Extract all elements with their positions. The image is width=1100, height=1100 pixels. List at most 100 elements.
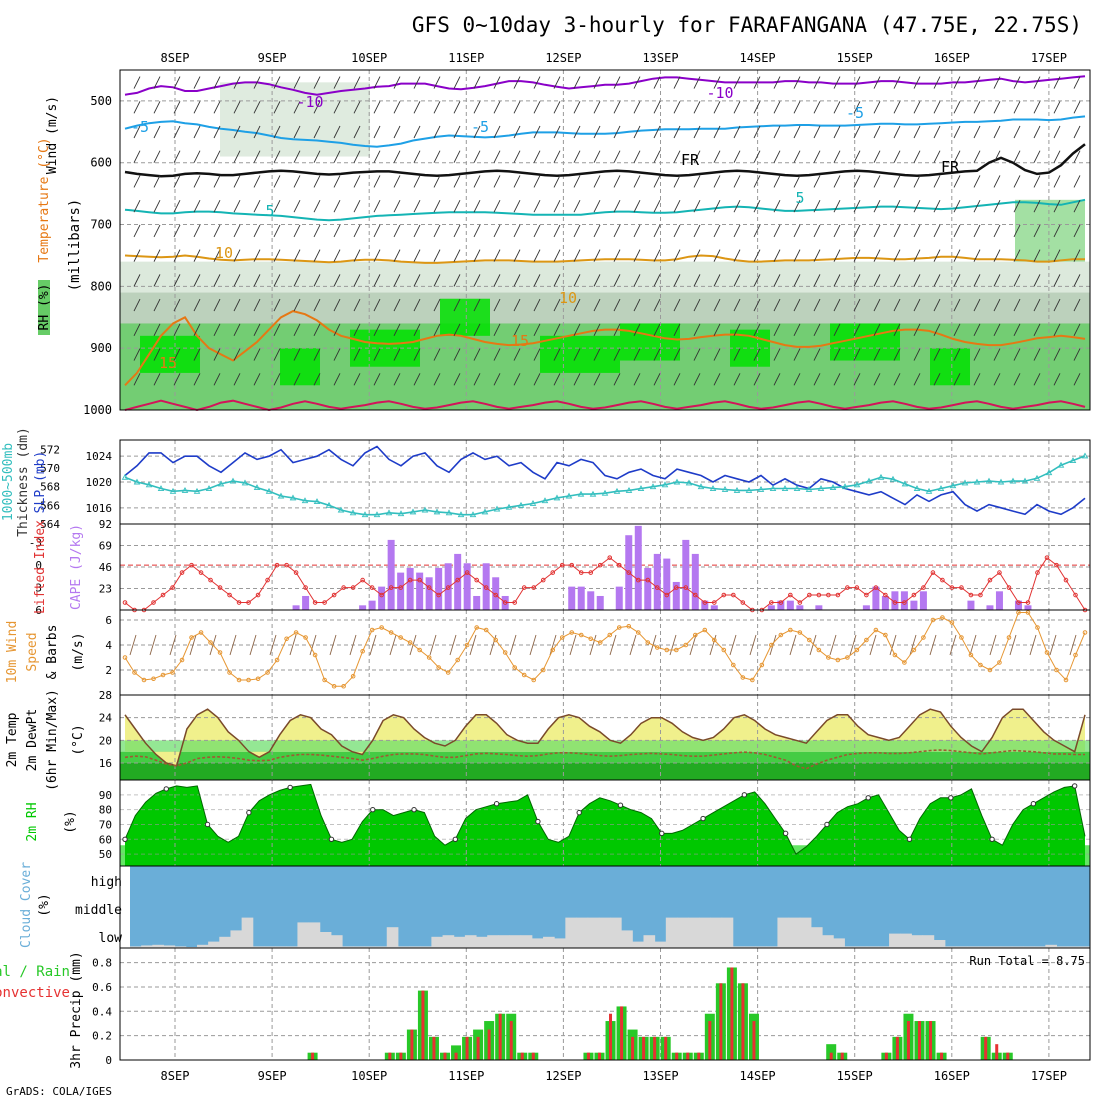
wind-barb bbox=[733, 125, 741, 139]
rh2m-unit: (%) bbox=[63, 810, 78, 833]
wind-marker bbox=[303, 635, 308, 640]
wind-barb bbox=[593, 125, 601, 139]
li-marker bbox=[778, 600, 784, 605]
wind-barb bbox=[813, 224, 821, 238]
wind-barb bbox=[933, 249, 941, 262]
rh2m-marker bbox=[865, 795, 871, 801]
wind-barb bbox=[1073, 175, 1081, 188]
wind-barb bbox=[373, 199, 381, 213]
li-marker bbox=[645, 577, 651, 583]
li-marker bbox=[997, 570, 1002, 575]
low-cloud-bar bbox=[330, 935, 343, 948]
wind-barb bbox=[673, 175, 681, 188]
precip-convective-bar bbox=[620, 1006, 624, 1060]
wind-barb bbox=[173, 76, 181, 89]
wind-marker bbox=[883, 632, 888, 638]
wind-barb bbox=[453, 298, 461, 312]
precip-convective-bar bbox=[476, 1036, 480, 1060]
li-marker bbox=[921, 585, 926, 590]
wind-barb bbox=[513, 373, 521, 386]
li-marker bbox=[474, 577, 479, 583]
thickness-marker bbox=[913, 485, 921, 491]
li-marker bbox=[455, 577, 460, 583]
li-marker bbox=[940, 577, 945, 583]
thickness-marker bbox=[733, 486, 741, 493]
wind-barb bbox=[813, 199, 821, 213]
li-marker bbox=[246, 600, 251, 605]
li-marker bbox=[179, 570, 185, 575]
wind-label-2: Speed bbox=[25, 632, 40, 671]
wind-barb bbox=[993, 249, 1001, 262]
wind-barb bbox=[853, 274, 861, 287]
wind-barb bbox=[433, 224, 441, 238]
low-cloud-bar bbox=[1034, 946, 1046, 948]
cape-bar bbox=[767, 605, 775, 610]
wind-barb bbox=[393, 373, 401, 386]
thickness-marker bbox=[445, 509, 453, 516]
wind-marker bbox=[464, 642, 470, 648]
wind-barb bbox=[153, 249, 161, 262]
wind-barb bbox=[893, 175, 901, 188]
wind-barb bbox=[873, 323, 881, 337]
wind-marker bbox=[654, 645, 660, 650]
wind-barb bbox=[713, 249, 721, 262]
wind-barb bbox=[273, 224, 281, 238]
cape-bar bbox=[777, 600, 785, 610]
low-cloud-bar bbox=[476, 936, 488, 948]
cape-bar bbox=[796, 605, 804, 610]
thickness-marker bbox=[493, 505, 501, 512]
contour-label: -10 bbox=[296, 93, 323, 111]
wind-barb bbox=[813, 373, 821, 386]
wind-barb bbox=[293, 199, 301, 213]
wind-barb bbox=[513, 101, 521, 114]
wind-marker bbox=[407, 640, 413, 645]
wind-barb bbox=[433, 298, 441, 312]
wind-barb bbox=[833, 199, 841, 213]
precip-convective-bar bbox=[697, 1052, 701, 1060]
wind-barb bbox=[173, 150, 181, 163]
wind-barb bbox=[753, 274, 761, 287]
wind-barb bbox=[1013, 249, 1021, 262]
wind-barb bbox=[233, 298, 241, 312]
wind-barb bbox=[753, 150, 761, 163]
li-marker bbox=[788, 592, 793, 598]
wind-barb bbox=[533, 101, 541, 114]
wind-barb bbox=[153, 76, 161, 89]
li-tick-label: 6 bbox=[35, 604, 42, 617]
low-cloud-bar bbox=[409, 946, 421, 948]
wind-barb bbox=[933, 150, 941, 163]
cape-bar bbox=[568, 586, 576, 610]
li-marker bbox=[626, 570, 632, 575]
wind-marker bbox=[597, 640, 603, 645]
wind-barb bbox=[773, 274, 781, 287]
wind-barb bbox=[493, 323, 501, 337]
wind-barb bbox=[473, 150, 481, 163]
low-cloud-bar bbox=[319, 932, 332, 948]
wind-barb bbox=[973, 298, 981, 312]
wind-barb bbox=[193, 76, 201, 89]
isotherm-15 bbox=[124, 310, 1086, 386]
wind-barb bbox=[853, 298, 861, 312]
low-cloud-bar bbox=[665, 917, 678, 948]
wind-barb bbox=[593, 150, 601, 163]
wind-barb bbox=[593, 274, 601, 287]
surface-wind-barb bbox=[1069, 634, 1077, 656]
wind-barb bbox=[713, 150, 721, 163]
wind-marker bbox=[978, 662, 983, 668]
wind-barb bbox=[713, 373, 721, 386]
li-marker bbox=[578, 570, 584, 575]
wind-barb bbox=[713, 175, 721, 188]
cape-bar bbox=[444, 563, 452, 610]
wind-barb bbox=[533, 76, 541, 89]
wind-barb bbox=[953, 298, 961, 312]
precip-tick-label: 0.8 bbox=[92, 957, 112, 970]
low-cloud-bar bbox=[386, 927, 399, 948]
cape-bar bbox=[473, 595, 481, 610]
li-marker bbox=[483, 585, 489, 590]
thickness-marker bbox=[121, 473, 129, 480]
wind-barb bbox=[953, 125, 961, 139]
wind-barb bbox=[233, 199, 241, 213]
wind-barb bbox=[733, 101, 741, 114]
wind-barb bbox=[133, 125, 141, 139]
wind-barb bbox=[1013, 274, 1021, 287]
